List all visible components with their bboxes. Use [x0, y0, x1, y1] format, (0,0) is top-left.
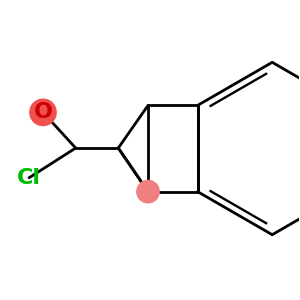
Circle shape [29, 98, 57, 126]
Circle shape [136, 180, 160, 203]
Text: Cl: Cl [17, 168, 41, 188]
Text: O: O [34, 102, 52, 122]
